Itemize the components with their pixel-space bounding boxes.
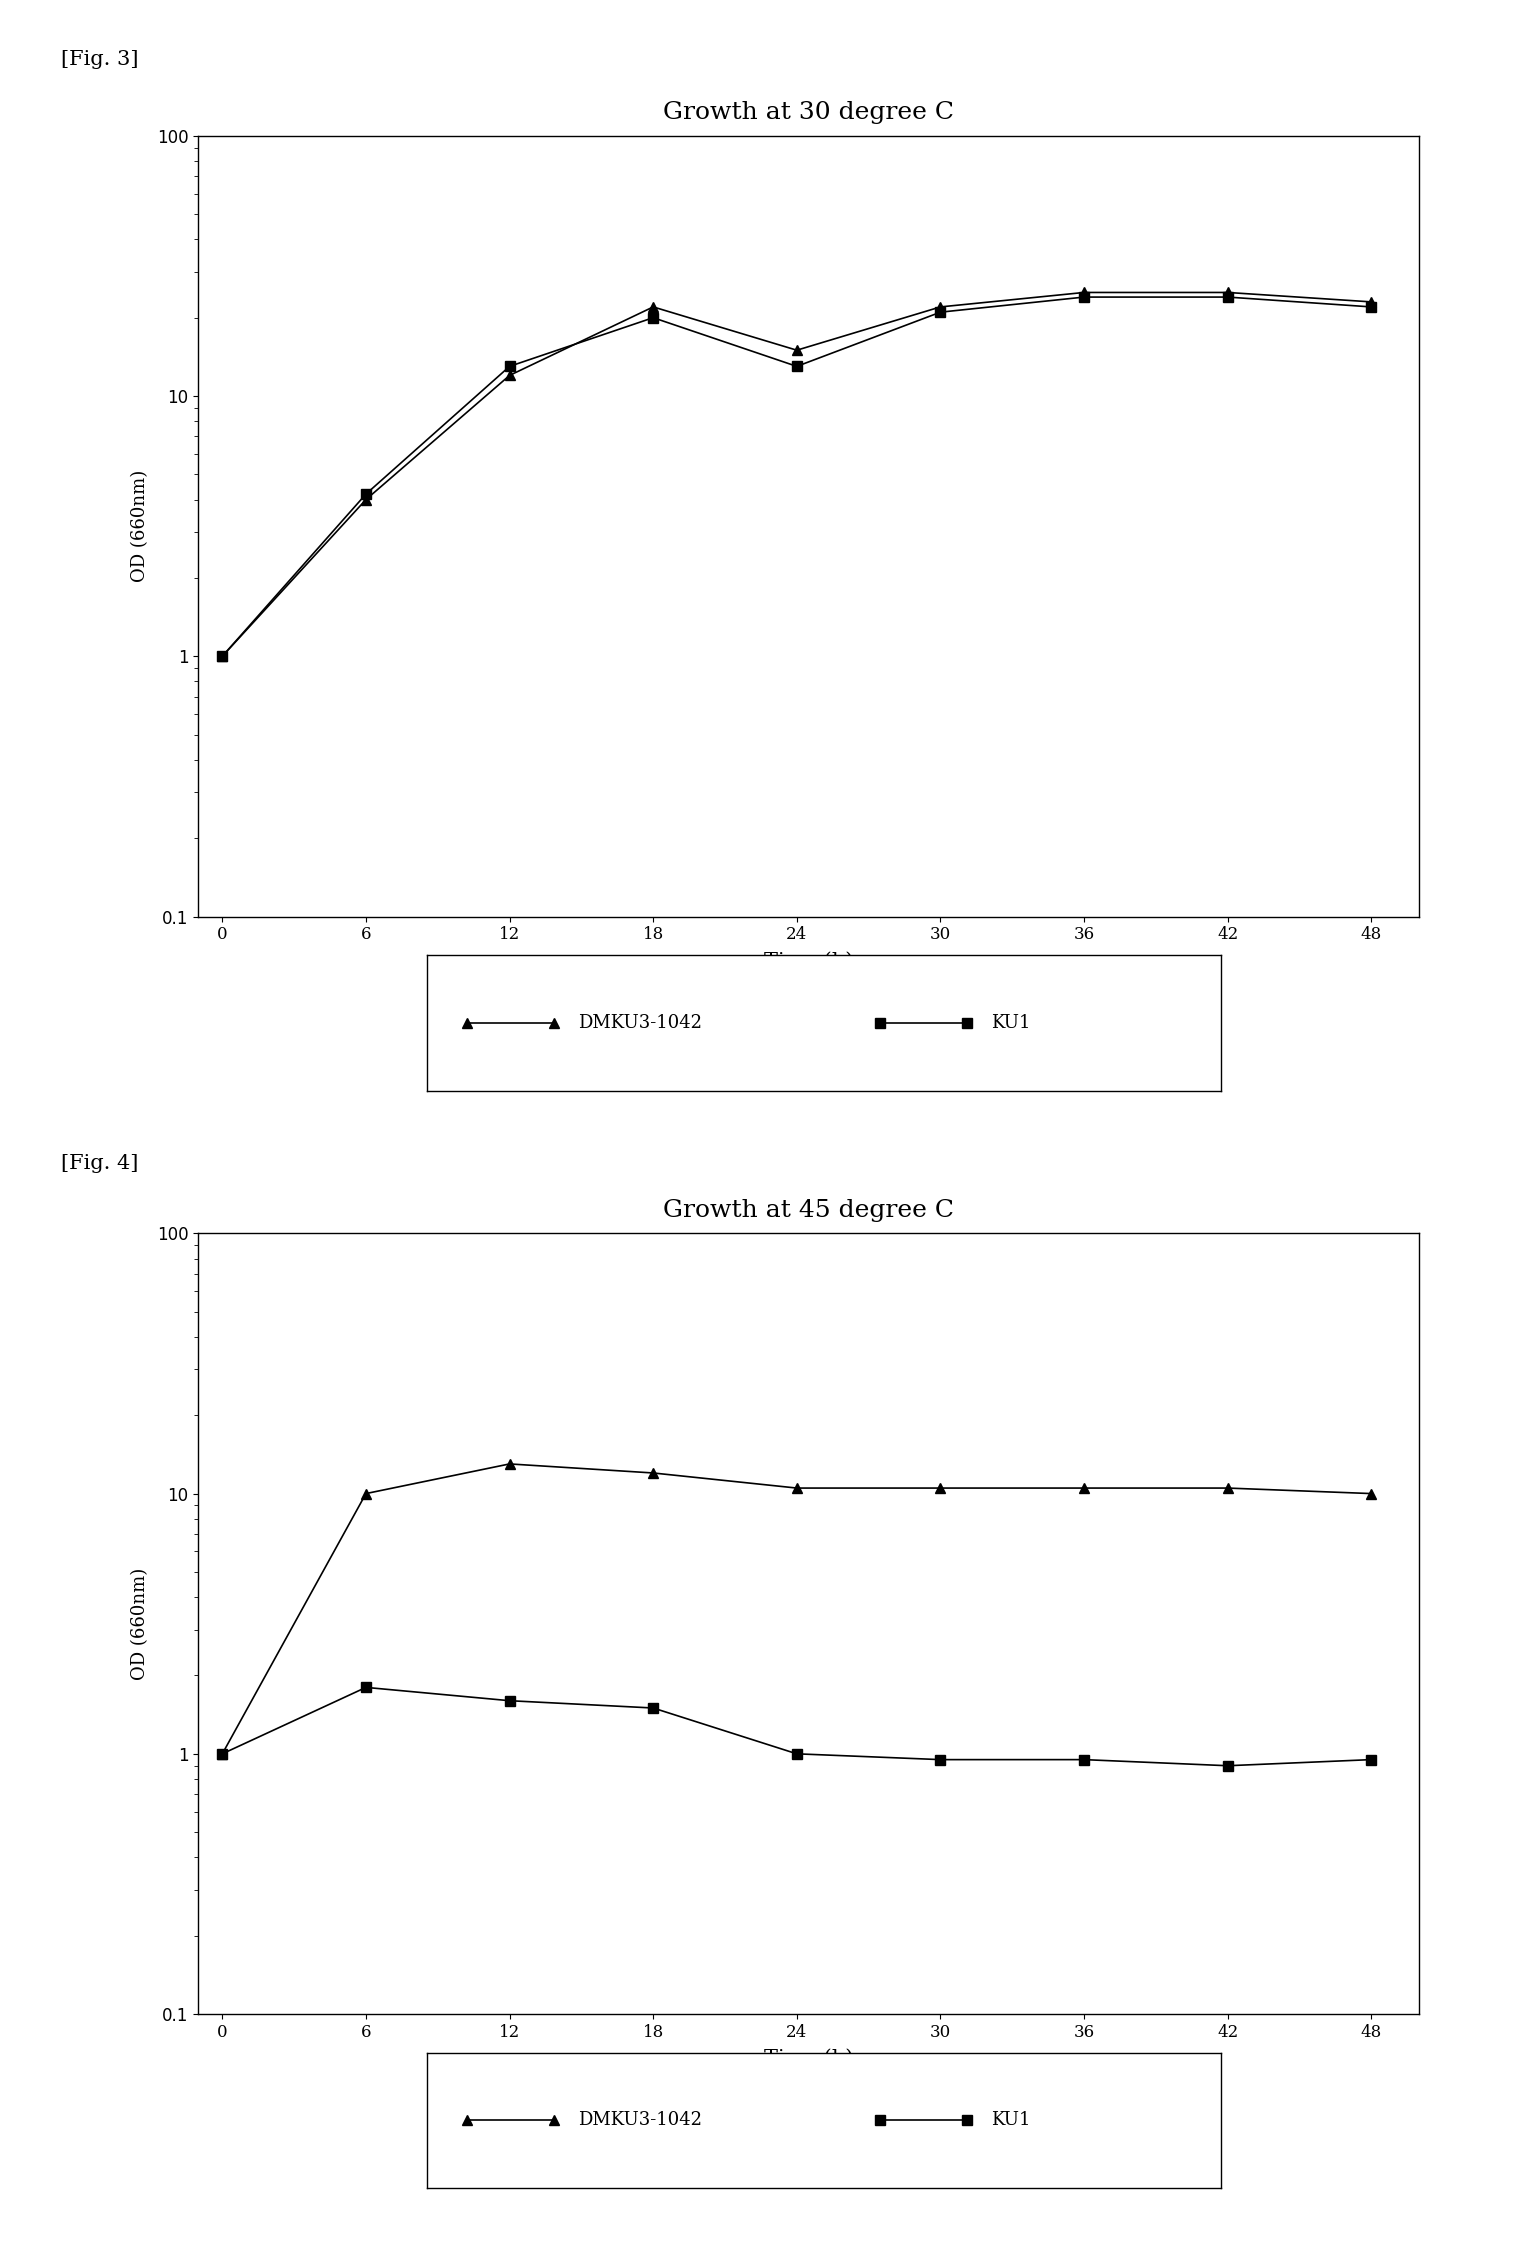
KU1 (1074, 1747, 1093, 1774)
DMKU3-1042 (1074, 1475, 1093, 1503)
KU1 (214, 643, 232, 670)
DMKU3-1042 (787, 337, 806, 364)
X-axis label: Time (h): Time (h) (765, 2048, 853, 2068)
DMKU3-1042 (931, 1475, 949, 1503)
KU1 (931, 299, 949, 326)
Y-axis label: OD (660nm): OD (660nm) (131, 471, 148, 582)
DMKU3-1042 (501, 1451, 519, 1478)
DMKU3-1042 (357, 487, 375, 514)
KU1 (1363, 1747, 1381, 1774)
Text: DMKU3-1042: DMKU3-1042 (578, 1014, 702, 1032)
Text: [Fig. 4]: [Fig. 4] (61, 1154, 139, 1172)
KU1 (1363, 294, 1381, 321)
KU1 (1074, 283, 1093, 310)
KU1 (357, 480, 375, 507)
KU1 (644, 1695, 662, 1722)
Text: KU1: KU1 (990, 2111, 1030, 2129)
Text: KU1: KU1 (990, 1014, 1030, 1032)
KU1 (501, 1688, 519, 1715)
DMKU3-1042 (1363, 1480, 1381, 1507)
DMKU3-1042 (1219, 278, 1238, 306)
KU1 (787, 1740, 806, 1767)
KU1 (1219, 1752, 1238, 1779)
KU1 (214, 1740, 232, 1767)
KU1 (357, 1675, 375, 1702)
Line: KU1: KU1 (218, 1681, 1376, 1770)
Line: KU1: KU1 (218, 292, 1376, 661)
DMKU3-1042 (644, 294, 662, 321)
Text: [Fig. 3]: [Fig. 3] (61, 50, 139, 68)
DMKU3-1042 (1074, 278, 1093, 306)
Line: DMKU3-1042: DMKU3-1042 (218, 1460, 1376, 1758)
KU1 (644, 303, 662, 330)
KU1 (787, 353, 806, 380)
DMKU3-1042 (501, 362, 519, 389)
DMKU3-1042 (787, 1475, 806, 1503)
DMKU3-1042 (644, 1460, 662, 1487)
DMKU3-1042 (931, 294, 949, 321)
DMKU3-1042 (1219, 1475, 1238, 1503)
DMKU3-1042 (1363, 287, 1381, 315)
KU1 (501, 353, 519, 380)
Line: DMKU3-1042: DMKU3-1042 (218, 287, 1376, 661)
Title: Growth at 30 degree C: Growth at 30 degree C (664, 102, 954, 124)
X-axis label: Time (h): Time (h) (765, 950, 853, 971)
Y-axis label: OD (660nm): OD (660nm) (131, 1568, 148, 1679)
Text: DMKU3-1042: DMKU3-1042 (578, 2111, 702, 2129)
DMKU3-1042 (214, 643, 232, 670)
Title: Growth at 45 degree C: Growth at 45 degree C (664, 1199, 954, 1222)
DMKU3-1042 (214, 1740, 232, 1767)
KU1 (1219, 283, 1238, 310)
DMKU3-1042 (357, 1480, 375, 1507)
KU1 (931, 1747, 949, 1774)
